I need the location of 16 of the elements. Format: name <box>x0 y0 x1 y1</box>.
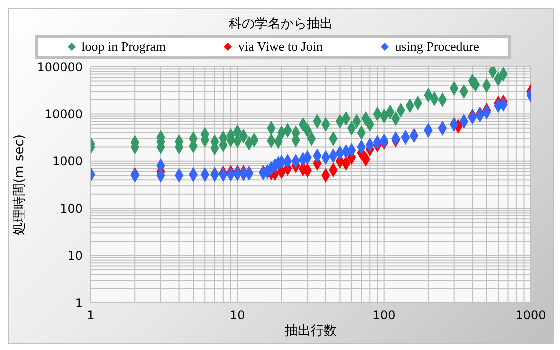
legend-label: using Procedure <box>394 39 480 55</box>
y-axis-title: 処理時間(m sec) <box>12 134 28 236</box>
legend-label: loop in Program <box>80 39 166 55</box>
y-tick-label: 100000 <box>37 60 83 74</box>
chart-title: 科の学名から抽出 <box>228 16 334 33</box>
legend-label: via Viwe to Join <box>237 39 323 55</box>
y-tick-label: 100 <box>60 202 83 216</box>
x-axis-title: 抽出行数 <box>285 324 337 339</box>
y-tick-label: 1000 <box>52 154 83 169</box>
y-tick-label: 1 <box>75 296 83 310</box>
x-tick-label: 1000 <box>516 308 546 323</box>
y-tick-label: 10000 <box>44 107 83 122</box>
x-tick-label: 10 <box>230 308 246 323</box>
y-tick-label: 10 <box>68 249 83 264</box>
x-tick-label: 100 <box>372 308 396 323</box>
x-tick-label: 1 <box>87 308 95 323</box>
